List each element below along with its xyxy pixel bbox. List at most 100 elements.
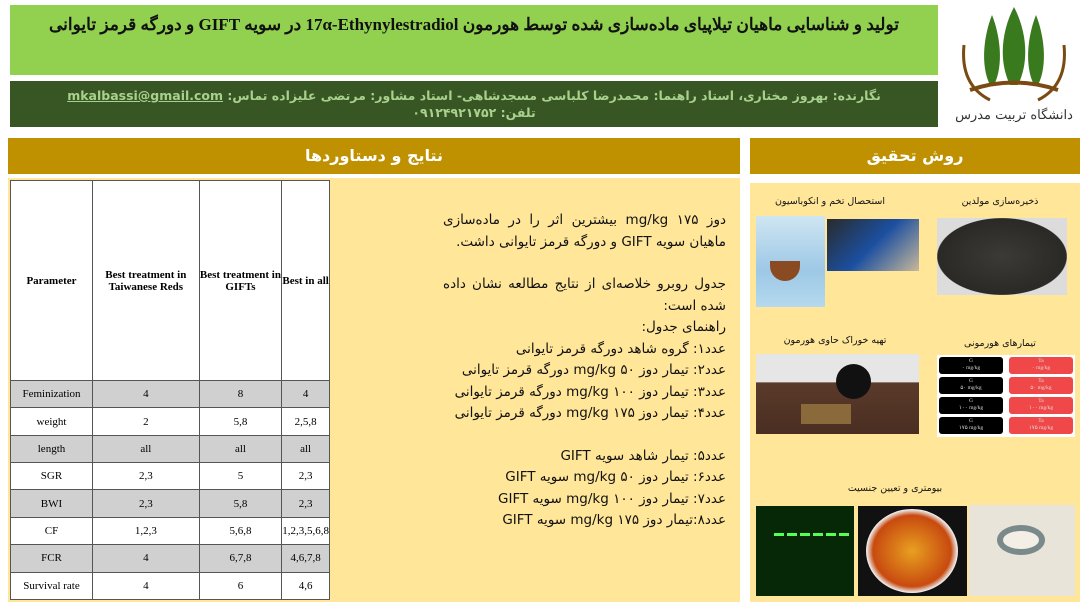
treatment-box-ta: Ta ۱۰۰ mg/kg bbox=[1009, 397, 1073, 414]
table-row: SGR 2,3 5 2,3 bbox=[10, 462, 330, 491]
caption-biometry: بیومتری و تعیین جنسیت bbox=[847, 483, 943, 494]
feed-preparation-photo bbox=[756, 354, 919, 434]
value-cell: 2 bbox=[92, 407, 200, 436]
table-row: Feminization 4 8 4 bbox=[10, 380, 330, 409]
treatment-dose: ۵۰ mg/kg bbox=[960, 385, 982, 391]
parameter-cell: SGR bbox=[10, 462, 93, 491]
value-cell: 4,6,7,8 bbox=[281, 544, 330, 573]
col-header: Best in all bbox=[281, 179, 330, 382]
treatment-group: Ta bbox=[1038, 418, 1044, 424]
value-cell: 4 bbox=[92, 544, 200, 573]
value-cell: 2,3 bbox=[92, 489, 200, 518]
parameter-cell: length bbox=[10, 434, 93, 464]
treatment-dose: ۵۰ mg/kg bbox=[1030, 385, 1052, 391]
parameter-cell: weight bbox=[10, 407, 93, 436]
guide-title: راهنمای جدول: bbox=[641, 319, 726, 335]
guide-item: عدد۲: تیمار دوز ۵۰ mg/kg دورگه قرمز تایو… bbox=[461, 362, 726, 378]
treatment-dose: ۰ mg/kg bbox=[961, 365, 981, 371]
caption-broodstock: ذخیره‌سازی مولدین bbox=[961, 196, 1039, 207]
value-cell: 6 bbox=[198, 571, 283, 601]
authors-text: نگارنده: بهروز مختاری، استاد راهنما: محم… bbox=[227, 88, 881, 103]
treatment-dose: ۱۰۰ mg/kg bbox=[958, 405, 984, 411]
treatment-group: G bbox=[969, 398, 973, 404]
results-text: دوز ۱۷۵ mg/kg بیشترین اثر را در ماده‌ساز… bbox=[333, 178, 740, 602]
table-row: CF 1,2,3 5,6,8 1,2,3,5,6,8 bbox=[10, 516, 330, 546]
value-cell: 2,3 bbox=[92, 462, 200, 491]
gonad-microscope-photo bbox=[858, 506, 967, 596]
treatment-group: G bbox=[969, 358, 973, 364]
value-cell: 2,5,8 bbox=[281, 407, 330, 436]
guide-item: عدد۴: تیمار دوز ۱۷۵ mg/kg دورگه قرمز تای… bbox=[454, 405, 726, 421]
results-table-panel: Parameter Best treatment in Taiwanese Re… bbox=[8, 178, 333, 602]
treatment-box-ta: Ta ۰ mg/kg bbox=[1009, 357, 1073, 374]
treatment-group: Ta bbox=[1038, 358, 1044, 364]
value-cell: 6,7,8 bbox=[198, 544, 283, 573]
parameter-cell: BWI bbox=[10, 489, 93, 518]
treatment-box-g: G ۵۰ mg/kg bbox=[939, 377, 1003, 394]
methods-panel: استحصال تخم و انکوباسیون ذخیره‌سازی مولد… bbox=[750, 183, 1080, 602]
value-cell: 5,8 bbox=[198, 407, 283, 436]
treatment-group: Ta bbox=[1038, 378, 1044, 384]
table-row: Survival rate 4 6 4,6 bbox=[10, 571, 330, 601]
parameter-cell: CF bbox=[10, 516, 93, 546]
col-header: Best treatment in GIFTs bbox=[198, 179, 283, 382]
incubator-photo bbox=[756, 216, 825, 307]
results-heading: نتایج و دستاوردها bbox=[8, 138, 740, 174]
value-cell: 2,3 bbox=[281, 489, 330, 518]
guide-item: عدد۸:تیمار دوز ۱۷۵ mg/kg سویه GIFT bbox=[502, 512, 726, 528]
guide-item: عدد۶: تیمار دوز ۵۰ mg/kg سویه GIFT bbox=[505, 469, 726, 485]
value-cell: 4 bbox=[281, 380, 330, 409]
parameter-cell: Feminization bbox=[10, 380, 93, 409]
methods-heading: روش تحقیق bbox=[750, 138, 1080, 174]
guide-item: عدد۵: تیمار شاهد سویه GIFT bbox=[560, 447, 726, 464]
caption-treatments: تیمارهای هورمونی bbox=[964, 338, 1036, 349]
value-cell: 1,2,3,5,6,8 bbox=[281, 516, 330, 546]
guide-item: عدد۱: گروه شاهد دورگه قرمز تایوانی bbox=[515, 340, 726, 357]
table-intro: جدول روبرو خلاصه‌ای از نتایج مطالعه نشان… bbox=[443, 276, 726, 314]
value-cell: all bbox=[281, 434, 330, 464]
university-logo: دانشگاه تربیت مدرس bbox=[950, 5, 1078, 125]
gel-electrophoresis-photo bbox=[756, 506, 854, 596]
guide-item: عدد۷: تیمار دوز ۱۰۰ mg/kg سویه GIFT bbox=[498, 490, 726, 507]
table-row: length all all all bbox=[10, 434, 330, 464]
treatment-group: Ta bbox=[1038, 398, 1044, 404]
treatment-box-g: G ۱۰۰ mg/kg bbox=[939, 397, 1003, 414]
parameter-cell: Survival rate bbox=[10, 571, 93, 601]
value-cell: all bbox=[198, 434, 283, 464]
poster-title: تولید و شناسایی ماهیان تیلاپیای ماده‌ساز… bbox=[10, 5, 938, 75]
value-cell: 2,3 bbox=[281, 462, 330, 491]
col-header: Parameter bbox=[10, 179, 93, 382]
treatment-dose: ۱۷۵ mg/kg bbox=[1028, 425, 1054, 431]
col-header: Best treatment in Taiwanese Reds bbox=[92, 179, 200, 382]
value-cell: 5,8 bbox=[198, 489, 283, 518]
value-cell: 5,6,8 bbox=[198, 516, 283, 546]
table-row: BWI 2,3 5,8 2,3 bbox=[10, 489, 330, 518]
value-cell: 4 bbox=[92, 380, 200, 409]
treatment-group: G bbox=[969, 378, 973, 384]
value-cell: all bbox=[92, 434, 200, 464]
summary-paragraph: دوز ۱۷۵ mg/kg بیشترین اثر را در ماده‌ساز… bbox=[443, 212, 726, 250]
treatment-box-g: G ۱۷۵ mg/kg bbox=[939, 417, 1003, 434]
phone: تلفن: ۰۹۱۲۴۹۲۱۷۵۲ bbox=[412, 105, 536, 120]
email-link[interactable]: mkalbassi@gmail.com bbox=[67, 88, 224, 103]
treatment-dose: ۱۰۰ mg/kg bbox=[1028, 405, 1054, 411]
caption-eggs: استحصال تخم و انکوباسیون bbox=[774, 196, 886, 207]
treatment-group: G bbox=[969, 418, 973, 424]
value-cell: 8 bbox=[198, 380, 283, 409]
broodstock-tank-photo bbox=[937, 218, 1067, 295]
treatment-dose: ۱۷۵ mg/kg bbox=[958, 425, 984, 431]
parameter-cell: FCR bbox=[10, 544, 93, 573]
scale-photo bbox=[969, 505, 1075, 596]
authors-bar: نگارنده: بهروز مختاری، استاد راهنما: محم… bbox=[10, 81, 938, 127]
table-row: FCR 4 6,7,8 4,6,7,8 bbox=[10, 544, 330, 573]
caption-feed: تهیه خوراک حاوی هورمون bbox=[783, 335, 887, 346]
value-cell: 1,2,3 bbox=[92, 516, 200, 546]
table-row: weight 2 5,8 2,5,8 bbox=[10, 407, 330, 436]
results-table: Parameter Best treatment in Taiwanese Re… bbox=[10, 179, 330, 601]
value-cell: 4,6 bbox=[281, 571, 330, 601]
value-cell: 4 bbox=[92, 571, 200, 601]
treatment-dose: ۰ mg/kg bbox=[1031, 365, 1051, 371]
svg-text:دانشگاه تربیت مدرس: دانشگاه تربیت مدرس bbox=[955, 107, 1073, 123]
treatment-box-ta: Ta ۱۷۵ mg/kg bbox=[1009, 417, 1073, 434]
